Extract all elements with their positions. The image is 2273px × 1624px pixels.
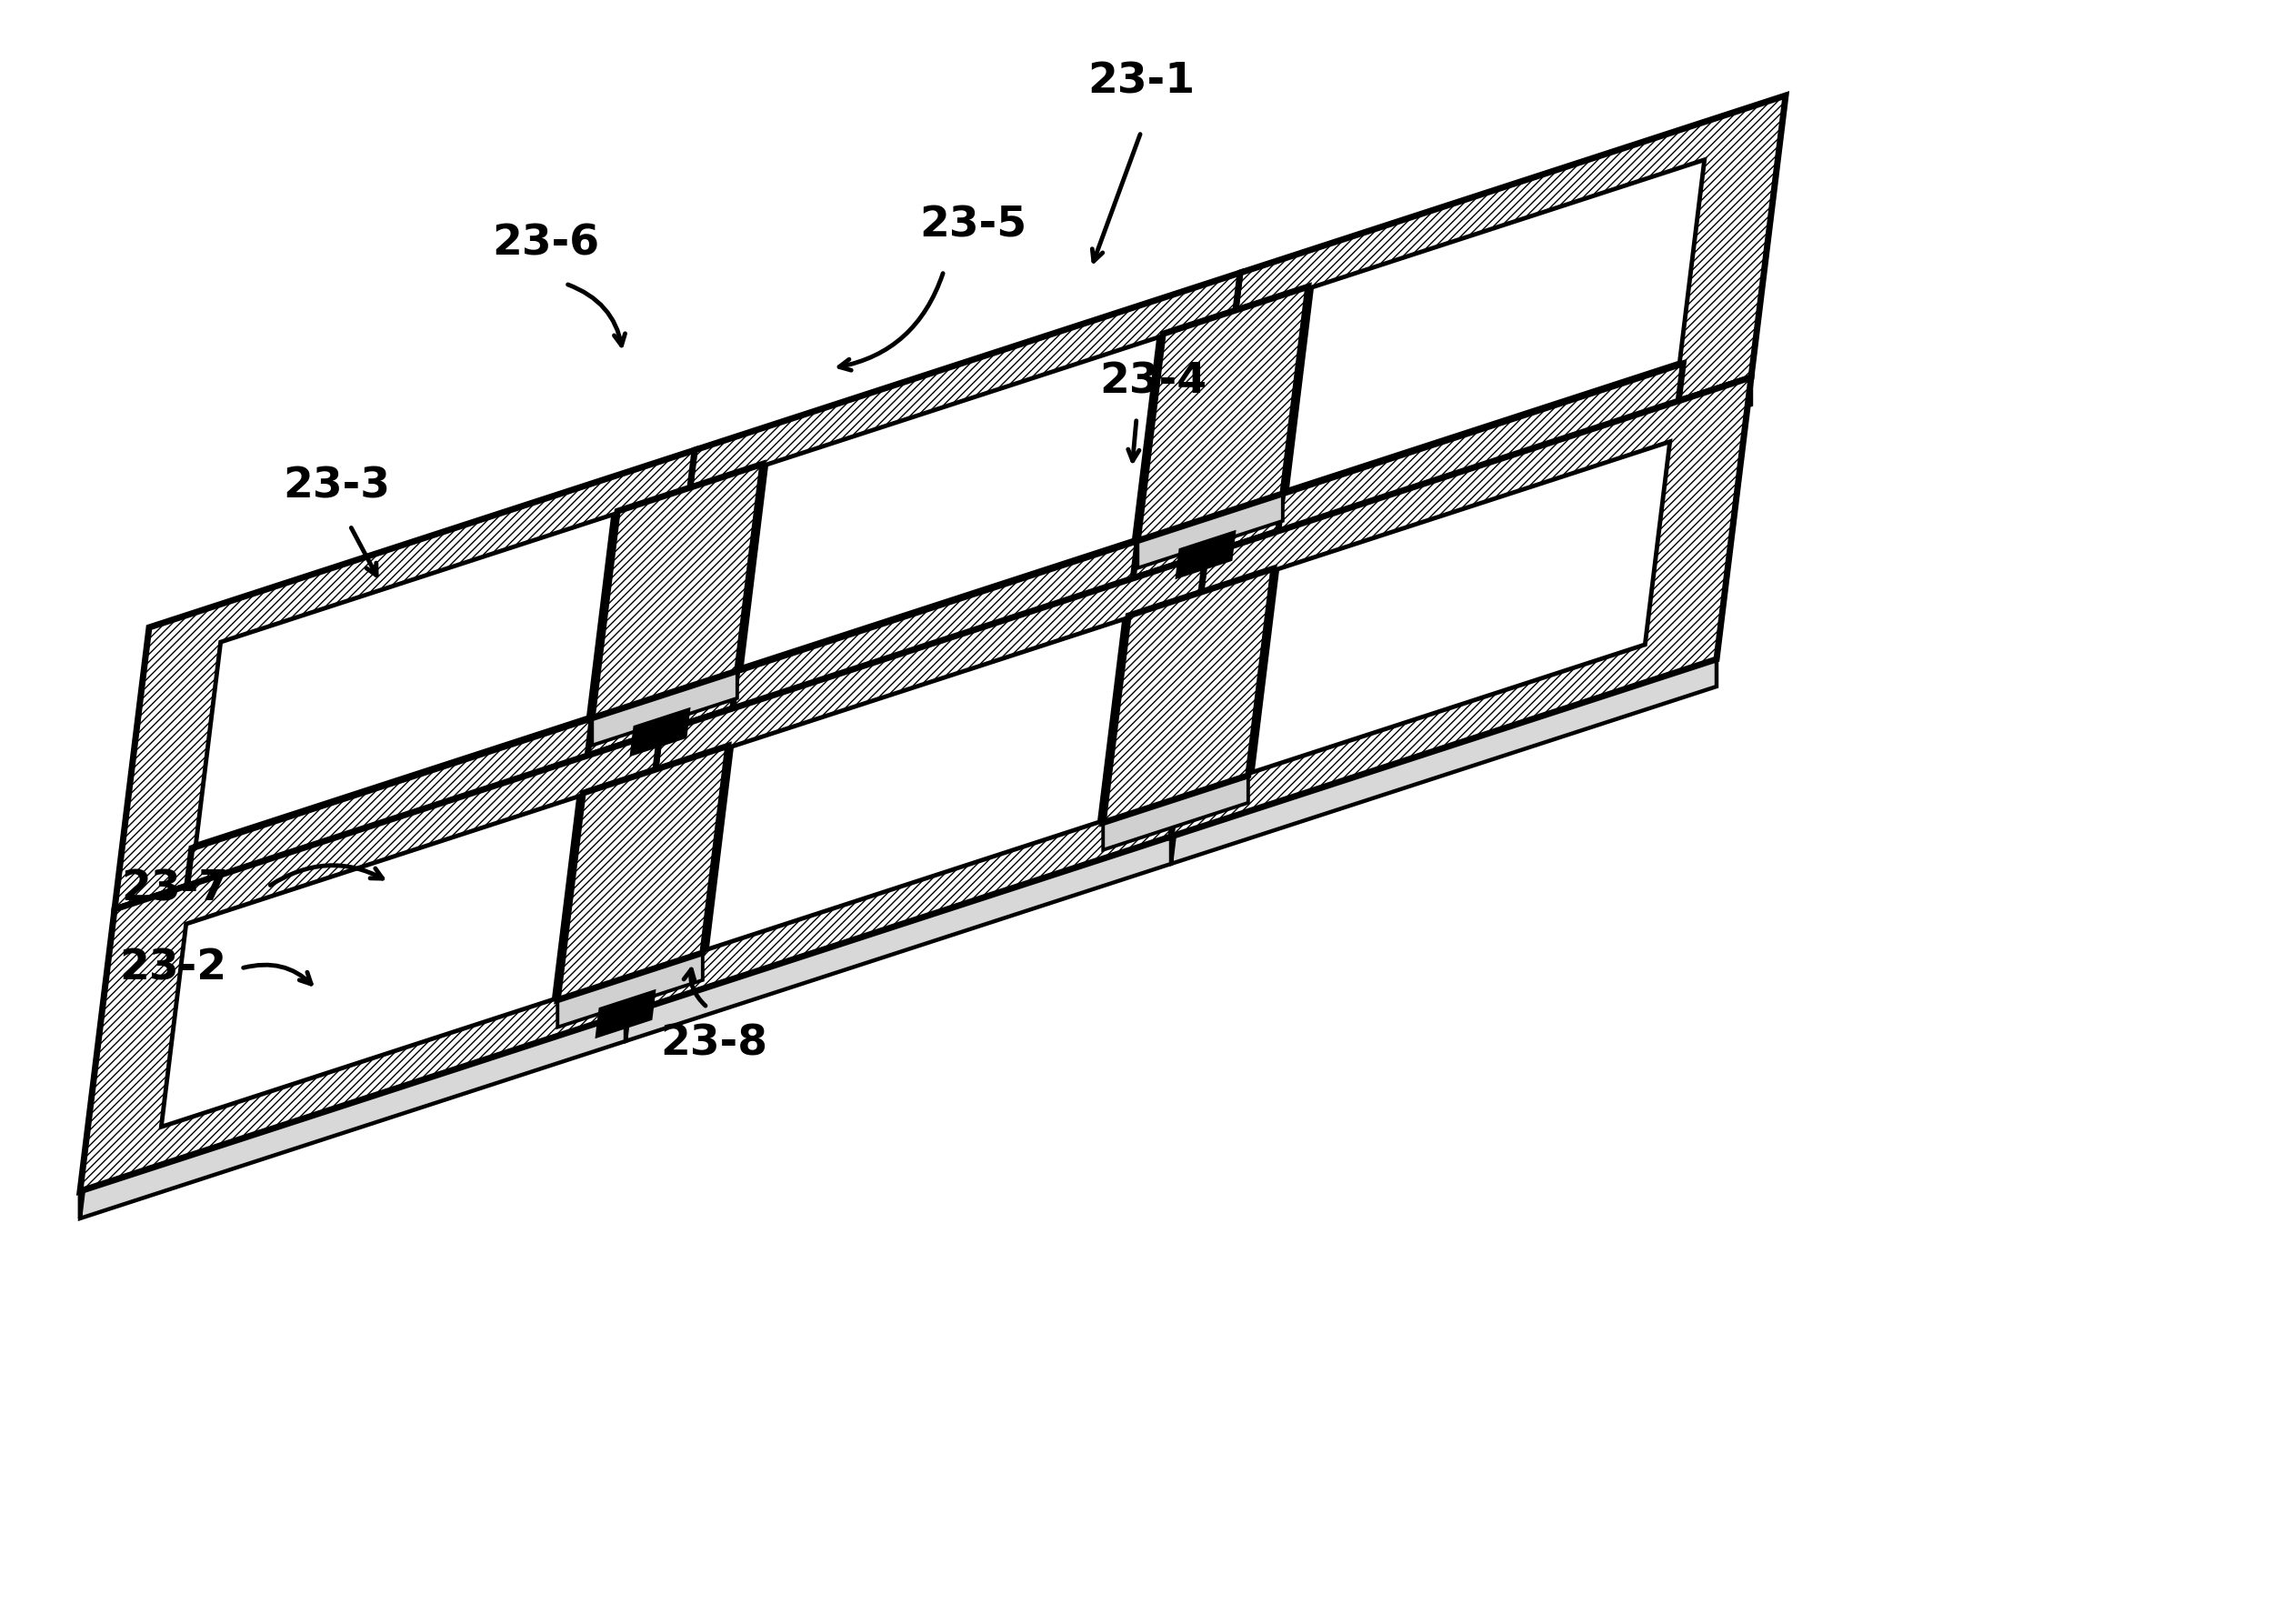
Polygon shape bbox=[80, 909, 114, 1218]
Polygon shape bbox=[1205, 377, 1750, 581]
Polygon shape bbox=[195, 718, 589, 872]
Polygon shape bbox=[161, 796, 580, 1127]
Polygon shape bbox=[593, 464, 761, 718]
Polygon shape bbox=[596, 991, 655, 1036]
Polygon shape bbox=[114, 450, 696, 909]
Polygon shape bbox=[195, 515, 614, 844]
Polygon shape bbox=[659, 273, 1241, 732]
Polygon shape bbox=[1171, 555, 1205, 864]
Polygon shape bbox=[557, 745, 727, 1000]
Polygon shape bbox=[161, 999, 555, 1155]
Polygon shape bbox=[1252, 442, 1671, 773]
Text: 23-2: 23-2 bbox=[118, 948, 227, 989]
Polygon shape bbox=[741, 338, 1159, 667]
Polygon shape bbox=[80, 732, 659, 1190]
Polygon shape bbox=[1177, 531, 1234, 578]
Polygon shape bbox=[707, 822, 1100, 978]
Polygon shape bbox=[1273, 364, 1684, 568]
Polygon shape bbox=[741, 541, 1134, 695]
Polygon shape bbox=[727, 541, 1139, 745]
Polygon shape bbox=[659, 450, 696, 760]
Polygon shape bbox=[1205, 96, 1787, 555]
Polygon shape bbox=[114, 732, 659, 937]
Polygon shape bbox=[1139, 494, 1282, 568]
Polygon shape bbox=[625, 732, 659, 1041]
Polygon shape bbox=[557, 953, 702, 1028]
Text: 23-8: 23-8 bbox=[659, 1023, 768, 1064]
Polygon shape bbox=[182, 718, 593, 922]
Polygon shape bbox=[1205, 273, 1241, 581]
Polygon shape bbox=[80, 1013, 625, 1218]
Text: 23-1: 23-1 bbox=[1086, 62, 1196, 102]
Text: 23-6: 23-6 bbox=[491, 222, 600, 265]
Polygon shape bbox=[182, 848, 191, 950]
Polygon shape bbox=[1102, 776, 1248, 849]
Polygon shape bbox=[1102, 568, 1273, 823]
Polygon shape bbox=[727, 671, 736, 773]
Polygon shape bbox=[1171, 377, 1750, 836]
Polygon shape bbox=[625, 836, 1171, 1041]
Text: 23-7: 23-7 bbox=[120, 869, 227, 909]
Polygon shape bbox=[1139, 287, 1307, 541]
Polygon shape bbox=[632, 710, 689, 755]
Polygon shape bbox=[1287, 159, 1705, 490]
Text: 23-4: 23-4 bbox=[1100, 362, 1207, 403]
Polygon shape bbox=[1171, 659, 1716, 864]
Polygon shape bbox=[114, 627, 150, 937]
Polygon shape bbox=[1252, 645, 1646, 799]
Polygon shape bbox=[1287, 362, 1680, 518]
Polygon shape bbox=[707, 619, 1125, 950]
Text: 23-3: 23-3 bbox=[282, 466, 391, 507]
Polygon shape bbox=[659, 555, 1205, 760]
Text: 23-5: 23-5 bbox=[918, 205, 1027, 245]
Polygon shape bbox=[593, 671, 736, 745]
Polygon shape bbox=[625, 555, 1205, 1013]
Polygon shape bbox=[1273, 494, 1282, 596]
